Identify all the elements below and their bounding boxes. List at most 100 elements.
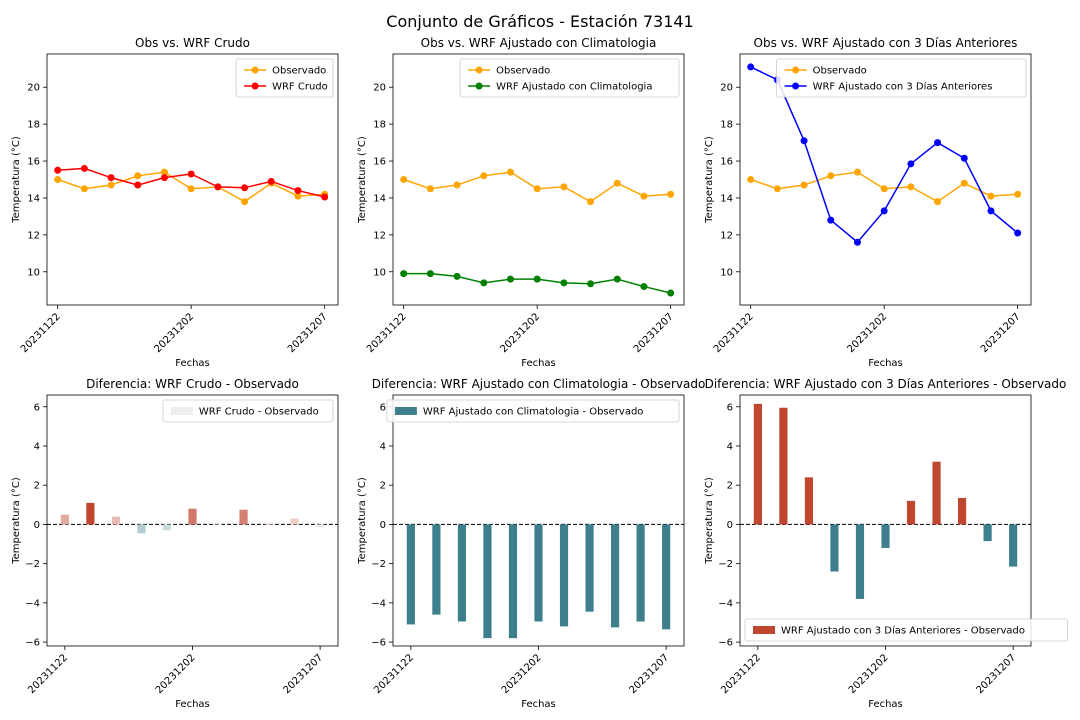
data-bar (983, 524, 992, 542)
chart-title: Obs vs. WRF Ajustado con 3 Días Anterior… (754, 36, 1018, 50)
data-bar (559, 524, 569, 627)
data-point (400, 176, 408, 183)
x-axis-label: Fechas (868, 699, 903, 710)
data-point (640, 283, 648, 291)
data-point (426, 270, 434, 278)
x-tick-label: 20231202 (846, 311, 890, 355)
data-point (267, 177, 275, 185)
legend-patch-swatch (394, 407, 417, 415)
legend: WRF Ajustado con 3 Días Anteriores - Obs… (744, 618, 1069, 642)
data-bar (508, 524, 518, 639)
plot-frame (392, 53, 685, 306)
y-tick-label: 16 (720, 157, 733, 168)
x-tick-label: 20231207 (286, 311, 330, 355)
y-tick-label: 2 (34, 481, 40, 492)
data-point (987, 207, 995, 215)
legend-box (386, 399, 680, 423)
data-point (400, 270, 408, 278)
y-tick-label: 0 (380, 520, 386, 531)
legend-label: WRF Ajustado con 3 Días Anteriores (813, 81, 993, 93)
data-point (134, 172, 142, 180)
data-bar (855, 524, 865, 599)
x-tick-label: 20231122 (372, 652, 416, 696)
legend-marker-swatch (251, 66, 259, 74)
y-tick-label: 18 (373, 120, 386, 131)
legend-label: Observado (496, 66, 550, 77)
data-point (987, 192, 995, 200)
data-point (587, 198, 595, 206)
data-point (533, 185, 541, 193)
y-tick-label: 14 (720, 193, 733, 204)
data-point (107, 174, 115, 182)
legend-label: WRF Crudo - Observado (199, 407, 319, 418)
x-axis-label: Fechas (521, 699, 556, 710)
data-bar (60, 514, 69, 525)
y-tick-label: −4 (25, 598, 40, 609)
y-axis-label: Temperatura (°C) (11, 136, 22, 224)
y-tick-label: 14 (373, 193, 386, 204)
legend-patch-swatch (170, 407, 193, 415)
legend-patch-swatch (753, 626, 775, 634)
data-point (160, 168, 168, 176)
data-point (934, 139, 942, 147)
x-tick-label: 20231207 (974, 652, 1018, 696)
data-bar (239, 509, 248, 525)
legend: Observado WRF Ajustado con Climatologia (459, 58, 680, 98)
y-tick-label: 4 (34, 441, 40, 452)
data-bar (830, 524, 839, 572)
data-bar (610, 524, 620, 628)
data-point (1014, 229, 1022, 237)
y-tick-label: 16 (373, 157, 386, 168)
data-bar (457, 524, 467, 622)
data-point (560, 279, 568, 287)
y-axis-label: Temperatura (°C) (704, 477, 715, 565)
data-point (80, 164, 88, 172)
data-point (560, 183, 568, 191)
data-point (587, 280, 595, 288)
x-tick-label: 20231122 (365, 311, 409, 355)
x-tick-label: 20231207 (627, 652, 671, 696)
y-tick-label: 0 (727, 520, 733, 531)
y-tick-label: 16 (27, 157, 40, 168)
y-tick-label: 6 (380, 402, 386, 413)
y-tick-label: 18 (720, 120, 733, 131)
data-point (453, 181, 461, 189)
x-tick-label: 20231202 (500, 652, 544, 696)
y-tick-label: −2 (371, 559, 386, 570)
y-tick-label: −6 (25, 638, 40, 649)
x-tick-label: 20231202 (153, 311, 197, 355)
data-point (214, 183, 222, 191)
y-tick-label: 10 (720, 267, 733, 278)
x-tick-label: 20231202 (154, 652, 198, 696)
x-tick-label: 20231122 (19, 311, 63, 355)
legend-box (235, 58, 334, 98)
legend-label: Observado (272, 66, 326, 77)
y-axis-label: Temperatura (°C) (357, 136, 368, 224)
data-point (960, 154, 968, 162)
legend-label: WRF Ajustado con Climatologia - Observad… (423, 407, 644, 418)
data-point (800, 137, 808, 145)
legend-marker-swatch (792, 82, 800, 90)
plot-frame (739, 53, 1032, 306)
chart-2: Obs vs. WRF Ajustado con Climatologia 10 1… (357, 36, 685, 369)
data-bar (662, 524, 671, 630)
legend-marker-swatch (251, 82, 259, 90)
data-point (187, 170, 195, 178)
x-tick-label: 20231202 (847, 652, 891, 696)
chart-5: Diferencia: WRF Ajustado con Climatologi… (357, 377, 705, 710)
chart-3: Obs vs. WRF Ajustado con 3 Días Anterior… (704, 36, 1032, 369)
data-point (480, 279, 488, 287)
y-tick-label: 14 (27, 193, 40, 204)
x-axis-label: Fechas (868, 358, 903, 369)
y-tick-label: −4 (718, 598, 733, 609)
data-bar (804, 477, 814, 525)
y-tick-label: 4 (380, 441, 386, 452)
data-point (533, 275, 541, 283)
data-point (241, 198, 249, 206)
chart-title: Diferencia: WRF Ajustado con Climatologi… (372, 377, 706, 391)
y-axis-label: Temperatura (°C) (357, 477, 368, 565)
x-tick-label: 20231122 (26, 652, 70, 696)
y-tick-label: 12 (720, 230, 733, 241)
data-point (426, 185, 434, 193)
